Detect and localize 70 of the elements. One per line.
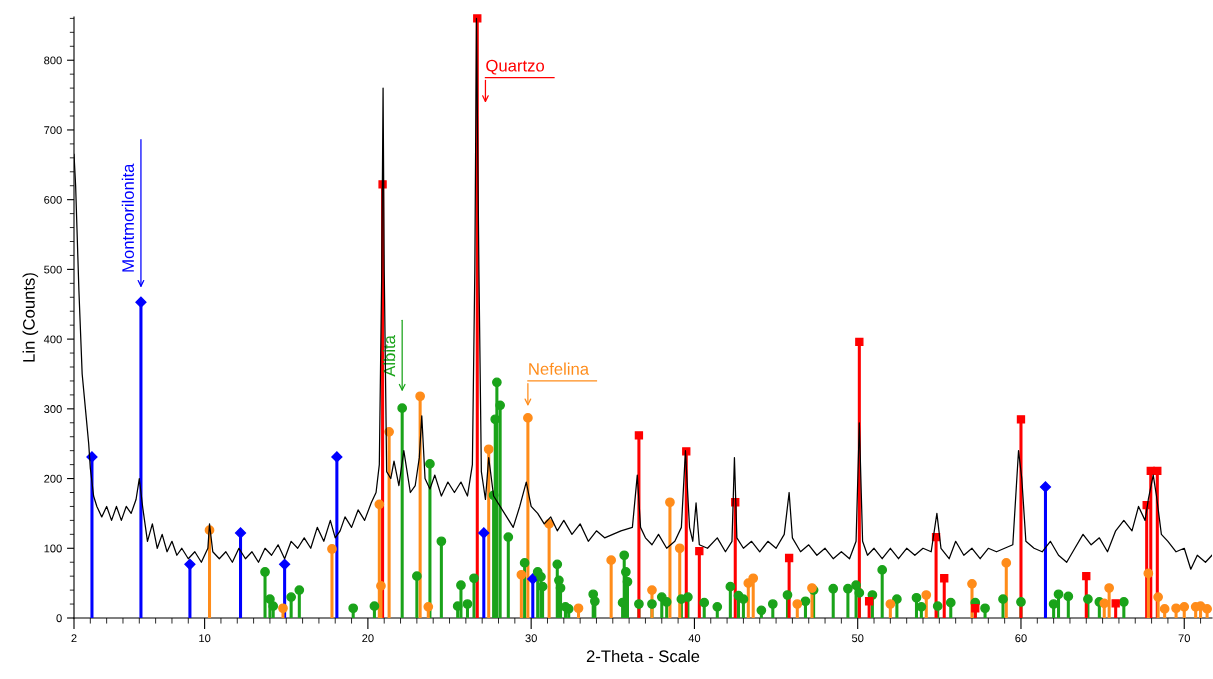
point — [327, 544, 337, 554]
x-tick-label: 40 — [688, 634, 701, 643]
y-tick-label: 500 — [44, 265, 62, 274]
point — [647, 585, 657, 595]
x-tick-label: 10 — [199, 634, 211, 643]
x-axis-title: 2-Theta - Scale — [586, 649, 700, 663]
point — [135, 296, 147, 308]
point — [606, 555, 617, 565]
y-tick-label: 0 — [56, 614, 62, 623]
point — [473, 14, 482, 23]
point — [527, 573, 539, 585]
point — [423, 601, 434, 612]
point — [523, 413, 533, 423]
x-tick-label: 50 — [851, 634, 864, 643]
point — [478, 527, 490, 539]
y-tick-label: 100 — [44, 544, 62, 553]
y-tick-label: 800 — [44, 56, 62, 65]
point — [1082, 571, 1091, 581]
y-tick-label: 400 — [43, 335, 62, 344]
annotation: Montmorilonita — [121, 163, 134, 272]
point — [1111, 599, 1120, 608]
point — [665, 497, 675, 508]
y-axis-title: Lin (Counts) — [22, 273, 39, 362]
point — [695, 546, 704, 556]
point — [1171, 603, 1181, 614]
point — [748, 573, 759, 584]
point — [1159, 604, 1170, 614]
point — [1039, 481, 1052, 493]
x-tick-label: 70 — [1178, 634, 1190, 643]
point — [784, 553, 794, 563]
point — [1179, 601, 1190, 612]
point — [921, 590, 932, 600]
point — [331, 451, 343, 463]
point — [1202, 604, 1212, 614]
point — [1153, 592, 1163, 602]
point — [573, 603, 584, 614]
x-tick-label: 2 — [71, 634, 77, 643]
point — [674, 543, 685, 554]
point — [516, 569, 527, 580]
point — [885, 599, 896, 609]
point — [1143, 568, 1154, 579]
point — [234, 527, 247, 539]
y-tick-label: 700 — [44, 126, 62, 135]
point — [279, 558, 291, 570]
point — [971, 604, 980, 613]
point — [376, 581, 386, 591]
point — [1001, 558, 1012, 568]
point — [864, 597, 874, 606]
point — [483, 444, 494, 455]
point — [278, 603, 288, 614]
point — [1153, 466, 1162, 476]
point — [374, 499, 385, 510]
annotation: Albita — [382, 335, 396, 377]
point — [1104, 583, 1115, 593]
point — [1016, 415, 1026, 424]
y-tick-label: 300 — [44, 405, 62, 413]
point — [184, 558, 196, 570]
annotation: Quartzo — [486, 59, 545, 75]
point — [855, 337, 864, 347]
x-tick-label: 20 — [362, 634, 374, 643]
y-tick-label: 200 — [44, 474, 62, 483]
point — [634, 431, 644, 440]
point — [415, 391, 425, 402]
point — [967, 578, 977, 589]
y-tick-label: 600 — [44, 195, 62, 204]
x-tick-label: 60 — [1015, 634, 1027, 643]
x-tick-label: 30 — [525, 634, 537, 643]
annotation: Nefelina — [529, 362, 590, 375]
point — [792, 599, 803, 609]
point — [940, 574, 949, 583]
